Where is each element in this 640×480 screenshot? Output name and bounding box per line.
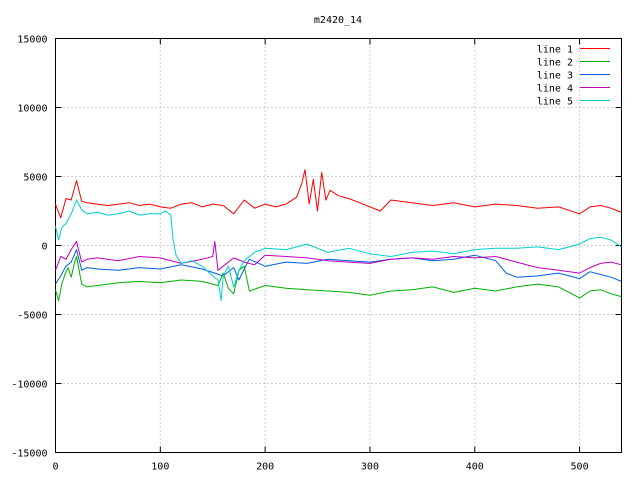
grid-lines xyxy=(55,38,622,453)
legend-label: line 1 xyxy=(537,45,573,56)
y-tick-label: -5000 xyxy=(17,311,47,322)
axis-ticks: 0 100 200 300 400 500 -15000 -10000 -5000 0 5000 10… xyxy=(11,35,622,473)
x-tick-label: 200 xyxy=(256,462,274,473)
x-tick-label: 500 xyxy=(571,462,589,473)
series-line-4 xyxy=(55,240,622,274)
y-tick-label: -10000 xyxy=(11,380,47,391)
legend-label: line 4 xyxy=(537,84,573,95)
series-line-1 xyxy=(55,169,622,219)
y-tick-label: -15000 xyxy=(11,449,47,460)
x-tick-label: 300 xyxy=(361,462,379,473)
series-lines xyxy=(55,169,622,302)
legend: line 1 line 2 line 3 line 4 line 5 xyxy=(537,45,610,108)
legend-label: line 2 xyxy=(537,58,573,69)
x-tick-label: 100 xyxy=(151,462,169,473)
legend-label: line 5 xyxy=(537,97,573,108)
y-tick-label: 10000 xyxy=(17,104,47,115)
y-tick-label: 15000 xyxy=(17,35,47,46)
y-tick-label: 0 xyxy=(41,242,47,253)
x-tick-label: 0 xyxy=(52,462,58,473)
x-tick-label: 400 xyxy=(466,462,484,473)
series-line-5 xyxy=(55,199,622,302)
chart-title: m2420_14 xyxy=(314,15,362,26)
legend-label: line 3 xyxy=(537,71,573,82)
series-line-3 xyxy=(55,249,622,285)
y-tick-label: 5000 xyxy=(23,173,47,184)
series-line-2 xyxy=(55,256,622,302)
